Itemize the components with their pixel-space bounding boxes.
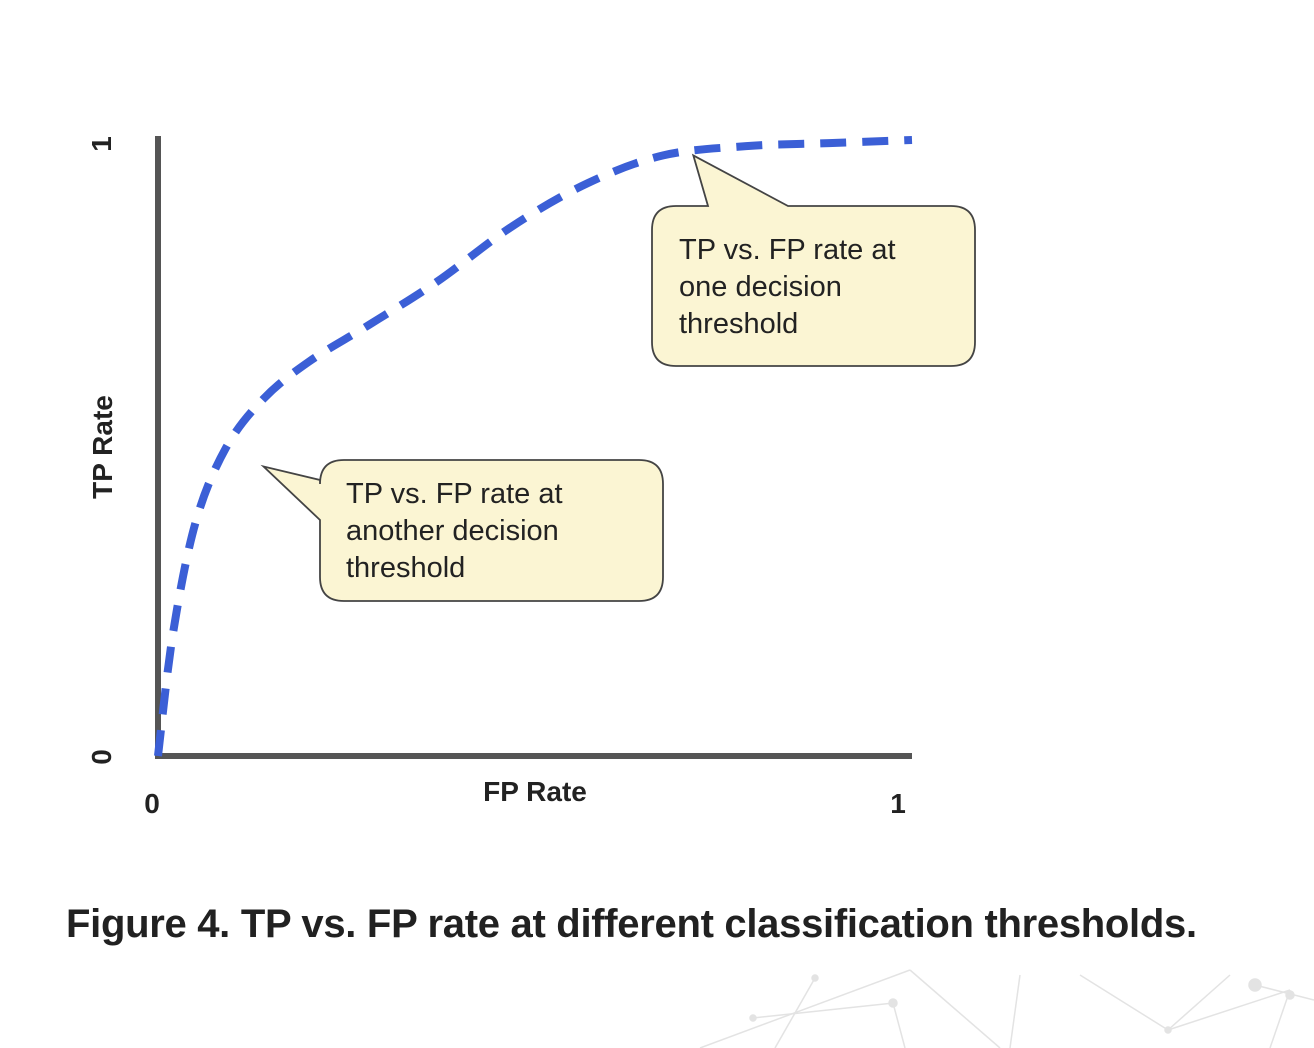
callout-lower-line-1: TP vs. FP rate at [346, 478, 563, 510]
callout-lower-bubble [260, 459, 664, 602]
y-axis-title: TP Rate [87, 395, 118, 499]
roc-curve-series [154, 136, 913, 757]
callout-upper-text: TP vs. FP rate at one decision threshold [679, 232, 896, 343]
callout-upper-bubble [651, 153, 976, 367]
x-tick-label-0: 0 [144, 788, 160, 819]
callout-upper-line-1: TP vs. FP rate at [679, 234, 896, 266]
callout-upper-line-2: one decision [679, 271, 842, 303]
decorative-network-pattern [699, 969, 1314, 1048]
callout-lower-text: TP vs. FP rate at another decision thres… [346, 476, 563, 587]
figure-caption: Figure 4. TP vs. FP rate at different cl… [66, 902, 1197, 946]
x-tick-label-1: 1 [890, 788, 906, 819]
y-tick-label-1: 1 [86, 136, 117, 152]
callout-lower-line-3: threshold [346, 552, 466, 584]
callouts-layer [260, 153, 976, 602]
x-axis-title: FP Rate [483, 776, 587, 807]
callout-lower-line-2: another decision [346, 515, 559, 547]
y-tick-label-0: 0 [86, 749, 117, 765]
callout-upper-line-3: threshold [679, 308, 799, 340]
